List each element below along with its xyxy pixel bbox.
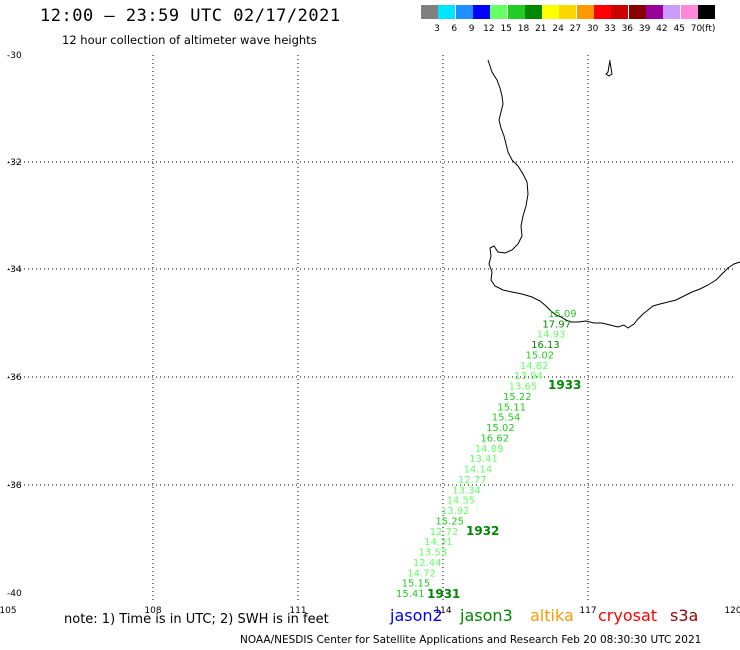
legend-label: 36 (621, 24, 634, 34)
legend-label: 21 (535, 24, 547, 34)
legend-swatch (438, 5, 456, 19)
legend-label: 30 (586, 24, 599, 34)
swh-reading: 15.22 (503, 392, 532, 403)
legend-label: 6 (451, 24, 458, 34)
lon-tick-label: 108 (144, 606, 161, 616)
swh-reading: 15.02 (525, 350, 554, 361)
satellite-name: jason2 (390, 606, 443, 625)
swh-reading: 15.25 (435, 516, 464, 527)
jason3-track: 15.0917.9714.9316.1315.0214.8213.9413.65… (396, 309, 577, 600)
map-subtitle: 12 hour collection of altimeter wave hei… (62, 33, 317, 47)
legend-swatch (421, 5, 438, 19)
swh-reading: 14.72 (407, 568, 436, 579)
swh-reading: 13.65 (509, 382, 538, 393)
swh-reading: 14.82 (520, 361, 549, 372)
lat-tick-label: -32 (7, 158, 22, 168)
lat-tick-label: -38 (7, 481, 22, 491)
time-label: 1931 (427, 587, 460, 601)
legend-label: 9 (468, 24, 475, 34)
swh-reading: 13.41 (469, 454, 498, 465)
swh-reading: 16.62 (480, 433, 509, 444)
swh-reading: 12.72 (430, 527, 459, 538)
map-title: 12:00 – 23:59 UTC 02/17/2021 (40, 6, 341, 26)
inlet-coastline (605, 59, 613, 77)
lon-tick-label: 117 (579, 606, 596, 616)
swh-reading: 15.54 (492, 413, 521, 424)
legend-swatch (594, 5, 611, 19)
legend-swatch (680, 5, 698, 19)
units-note: note: 1) Time is in UTC; 2) SWH is in fe… (64, 612, 329, 627)
axis-tick-labels: 105 108 111 114 117 120 -30 -32 -34 -36 -38 -40 (0, 51, 740, 616)
swh-reading: 16.13 (531, 340, 560, 351)
legend-swatch (472, 5, 490, 19)
swh-reading: 13.53 (419, 548, 448, 559)
satellite-name: cryosat (598, 606, 658, 625)
time-label: 1932 (466, 524, 499, 538)
lat-lon-grid (8, 55, 733, 600)
legend-label: 45 (673, 24, 685, 34)
legend-label: 33 (604, 24, 616, 34)
legend-label: 15 (500, 24, 512, 34)
legend-label: 3 (434, 24, 440, 34)
legend-swatch (524, 5, 542, 19)
track-time-labels: 1933 1932 1931 (427, 378, 581, 601)
legend-swatch (559, 5, 577, 19)
legend-swatch (663, 5, 681, 19)
legend-swatch (645, 5, 663, 19)
legend-label: 18 (517, 24, 530, 34)
lon-tick-label: 120 (724, 606, 740, 616)
legend-label: 39 (638, 24, 651, 34)
legend-swatch (576, 5, 594, 19)
lon-tick-label: 111 (289, 606, 306, 616)
swh-reading: 12.44 (413, 558, 442, 569)
legend-swatch (455, 5, 473, 19)
time-label: 1933 (548, 378, 581, 392)
lon-tick-label: 114 (434, 606, 451, 616)
swh-reading: 15.09 (548, 309, 577, 320)
lat-tick-label: -30 (7, 51, 22, 61)
swh-reading: 14.89 (475, 444, 504, 455)
lat-tick-label: -36 (7, 373, 22, 383)
swh-reading: 13.92 (441, 506, 470, 517)
legend-swatch (628, 5, 646, 19)
legend-swatch (490, 5, 508, 19)
legend-label: 12 (483, 24, 495, 34)
legend-swatch (611, 5, 629, 19)
australia-coastline (487, 59, 740, 329)
lat-tick-label: -40 (7, 589, 22, 599)
swh-reading: 13.34 (452, 485, 481, 496)
footer-credit: NOAA/NESDIS Center for Satellite Applica… (240, 634, 702, 646)
legend-swatch (507, 5, 525, 19)
swh-reading: 15.02 (486, 423, 515, 434)
swh-reading: 17.97 (542, 319, 571, 330)
legend-swatch (697, 5, 715, 19)
lat-tick-label: -34 (7, 265, 22, 275)
legend-label: 27 (569, 24, 582, 34)
swh-reading: 14.14 (464, 465, 493, 476)
legend-unit: (ft) (701, 24, 716, 34)
satellite-name: jason3 (460, 606, 513, 625)
legend-label: 42 (656, 24, 668, 34)
swh-reading: 15.11 (497, 402, 526, 413)
legend-swatch (542, 5, 560, 19)
swh-reading: 15.15 (402, 579, 431, 590)
satellite-name: s3a (670, 606, 699, 625)
swh-reading: 13.94 (514, 371, 543, 382)
swh-reading: 14.55 (447, 496, 476, 507)
lon-tick-label: 105 (0, 606, 17, 616)
swh-reading: 14.93 (537, 330, 566, 341)
legend-label: 70 (690, 24, 703, 34)
swh-reading: 14.31 (424, 537, 453, 548)
southwest-coastline (487, 59, 740, 329)
swh-reading: 15.41 (396, 589, 425, 600)
legend-label: 24 (552, 24, 564, 34)
satellite-name: altika (530, 606, 574, 625)
swh-reading: 12.77 (458, 475, 487, 486)
